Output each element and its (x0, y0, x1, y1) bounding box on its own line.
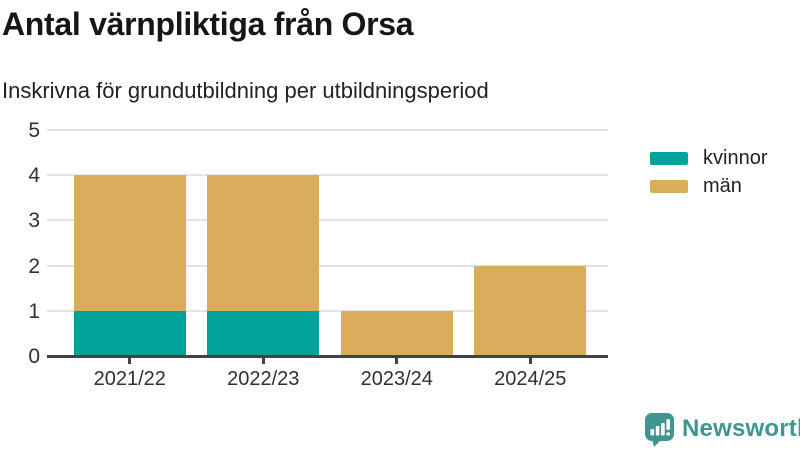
x-axis-line (47, 355, 608, 358)
gridline (47, 129, 608, 131)
bar-segment-kvinnor-2022/23 (207, 310, 320, 356)
x-axis-category-label: 2022/23 (227, 368, 300, 390)
x-axis-category-label: 2023/24 (360, 368, 433, 390)
legend-swatch-män (650, 179, 688, 193)
y-axis-tick-label: 2 (28, 254, 40, 278)
x-axis-tick (395, 357, 399, 364)
y-axis-tick-label: 3 (28, 209, 40, 233)
y-axis-tick-label: 0 (28, 345, 40, 368)
newsworthy-bubble-chart-icon (645, 413, 674, 450)
bar-segment-män-2024/25 (474, 265, 587, 356)
x-axis-category-label: 2021/22 (93, 368, 166, 390)
legend-label: kvinnor (703, 146, 768, 169)
newsworthy-logo[interactable]: Newsworthy (645, 413, 800, 450)
x-axis-tick (261, 357, 265, 364)
bar-segment-kvinnor-2021/22 (73, 310, 186, 356)
newsworthy-logo-text: Newsworthy (682, 415, 800, 442)
y-axis-tick-label: 1 (28, 299, 40, 323)
legend-item-kvinnor[interactable]: kvinnor (650, 147, 767, 169)
chart-subtitle: Inskrivna för grundutbildning per utbild… (2, 78, 489, 103)
x-axis-tick (128, 357, 132, 364)
bar-segment-män-2023/24 (340, 310, 453, 356)
bar-segment-män-2021/22 (73, 175, 186, 311)
legend-label: män (703, 174, 742, 197)
bar-segment-män-2022/23 (207, 175, 320, 311)
legend: kvinnor män (650, 147, 767, 203)
x-axis-category-label: 2024/25 (494, 368, 567, 390)
x-axis-tick (528, 357, 532, 364)
gridline (47, 174, 608, 177)
legend-item-män[interactable]: män (650, 175, 767, 197)
gridline (47, 219, 608, 222)
y-axis-tick-label: 4 (28, 164, 40, 188)
chart-title: Antal värnpliktiga från Orsa (2, 6, 414, 42)
gridline (47, 309, 608, 312)
gridline (47, 264, 608, 267)
y-axis-tick-label: 5 (28, 119, 40, 142)
legend-swatch-kvinnor (650, 151, 688, 165)
